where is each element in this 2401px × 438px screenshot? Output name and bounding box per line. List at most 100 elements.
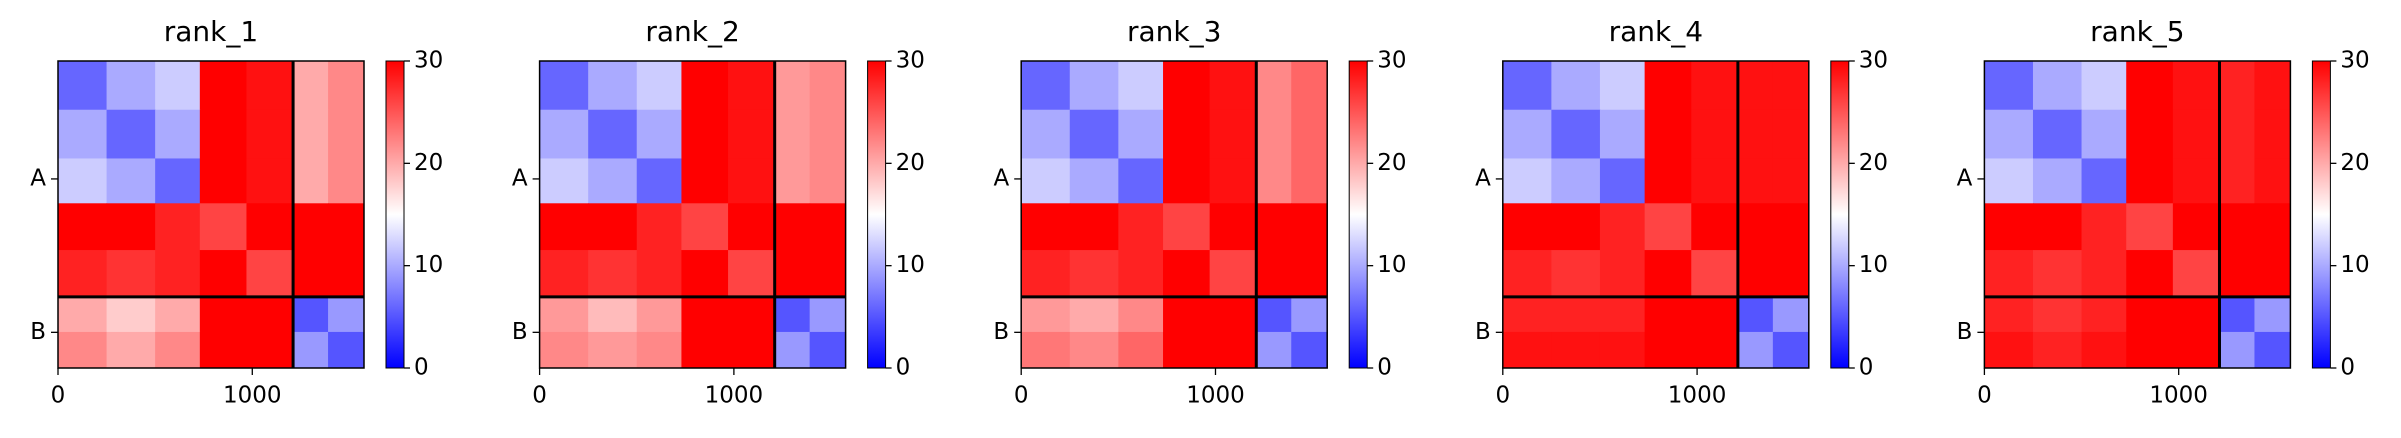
heatmap-cell <box>199 250 247 298</box>
heatmap-cell <box>809 250 847 298</box>
heatmap-cell <box>328 250 365 298</box>
heatmap-cell <box>1691 296 1739 333</box>
heatmap-cell <box>1256 158 1292 204</box>
heatmap-cell <box>1737 61 1774 111</box>
heatmap-cell <box>155 61 201 111</box>
x-tick-label: 0 <box>1014 383 1029 409</box>
panel: rank_2 0 1000 A B 0 10 20 30 <box>512 15 925 409</box>
heatmap-cell <box>774 250 811 298</box>
heatmap-cell <box>1551 250 1601 298</box>
heatmap-cell <box>293 203 329 251</box>
heatmap-cell <box>2254 158 2291 204</box>
panel-title: rank_4 <box>1609 15 1703 48</box>
heatmap-cell <box>1502 331 1552 369</box>
heatmap-cell <box>774 109 811 159</box>
heatmap-cell <box>199 296 247 333</box>
heatmap-cell <box>588 158 638 204</box>
heatmap-cell <box>1644 296 1692 333</box>
heatmap-cell <box>2219 109 2255 159</box>
colorbar-tick-label: 10 <box>2340 252 2369 278</box>
heatmap-cell <box>58 296 108 333</box>
heatmap-cell <box>1984 250 2034 298</box>
colorbar <box>867 60 887 369</box>
colorbar-tick-label: 30 <box>2340 48 2369 74</box>
plot-frame <box>538 60 847 369</box>
panel: rank_3 0 1000 A B 0 10 20 30 <box>993 15 1406 409</box>
heatmap-cell <box>106 331 156 369</box>
colorbar-tick-label: 20 <box>1377 150 1406 176</box>
heatmap-cell <box>774 331 811 369</box>
heatmap-cell <box>1021 109 1071 159</box>
heatmap-cell <box>1163 203 1211 251</box>
heatmap-cell <box>2219 250 2255 298</box>
heatmap-cell <box>1291 158 1328 204</box>
heatmap-cell <box>246 61 294 111</box>
heatmap-cell <box>1021 203 1071 251</box>
heatmap-cell <box>1772 250 1810 298</box>
panel-title: rank_3 <box>1127 15 1221 48</box>
heatmap-cell <box>539 158 589 204</box>
heatmap-cell <box>1984 109 2034 159</box>
colorbar-tick-label: 0 <box>414 355 429 381</box>
y-tick-label: A <box>30 165 46 191</box>
heatmap-cell <box>2081 203 2127 251</box>
x-tick-label: 0 <box>51 383 66 409</box>
heatmap-cell <box>1069 296 1119 333</box>
x-tick-label: 1000 <box>2149 383 2208 409</box>
heatmap-cell <box>2254 61 2291 111</box>
heatmap-cell <box>2032 158 2083 204</box>
heatmap-cell <box>681 109 729 159</box>
heatmap-cell <box>1021 158 1071 204</box>
heatmap-cell <box>1118 203 1164 251</box>
heatmap-cell <box>2172 61 2220 111</box>
heatmap-cell <box>1256 331 1292 369</box>
colorbar <box>1348 60 1368 369</box>
heatmap-cell <box>809 158 847 204</box>
heatmap-cell <box>636 61 682 111</box>
heatmap-cell <box>588 250 638 298</box>
heatmap-cell <box>58 203 108 251</box>
heatmap-cell <box>1291 61 1328 111</box>
heatmap-cell <box>681 250 729 298</box>
heatmap-cell <box>1118 296 1164 333</box>
heatmap-cell <box>728 61 776 111</box>
heatmap-cell <box>2032 250 2083 298</box>
y-tick-label: A <box>993 165 1009 191</box>
heatmap-cell <box>1737 331 1774 369</box>
heatmap-cell <box>58 109 108 159</box>
heatmap-cell <box>728 296 776 333</box>
heatmap-cell <box>1021 331 1071 369</box>
heatmap-cell <box>1737 250 1774 298</box>
heatmap-cell <box>2032 61 2083 111</box>
heatmap-cell <box>681 203 729 251</box>
colorbar-tick-label: 20 <box>1859 150 1888 176</box>
heatmap-cell <box>2126 158 2174 204</box>
heatmap-cell <box>588 296 638 333</box>
heatmap-cell <box>539 331 589 369</box>
heatmap-cell <box>2172 250 2220 298</box>
y-tick-label: B <box>1475 319 1491 345</box>
heatmap-cell <box>2172 203 2220 251</box>
heatmap-cell <box>2081 109 2127 159</box>
heatmap-cell <box>588 109 638 159</box>
heatmap-cell <box>2219 296 2255 333</box>
heatmap-cell <box>246 250 294 298</box>
heatmap-cell <box>1772 109 1810 159</box>
colorbar-tick-label: 10 <box>414 252 443 278</box>
heatmap-cell <box>1644 331 1692 369</box>
x-tick-label: 1000 <box>1668 383 1727 409</box>
heatmap-cell <box>1691 109 1739 159</box>
heatmap-cell <box>58 158 108 204</box>
heatmap-cell <box>1772 158 1810 204</box>
heatmap-cell <box>1256 61 1292 111</box>
heatmap-cell <box>636 158 682 204</box>
heatmap-cell <box>1551 158 1601 204</box>
heatmap-cell <box>1291 109 1328 159</box>
heatmap-cell <box>1502 296 1552 333</box>
plot-frame <box>1983 60 2292 369</box>
heatmap-cell <box>1644 158 1692 204</box>
heatmap-cell <box>539 250 589 298</box>
heatmap-cell <box>1599 109 1646 159</box>
colorbar-tick-label: 0 <box>1859 355 1874 381</box>
